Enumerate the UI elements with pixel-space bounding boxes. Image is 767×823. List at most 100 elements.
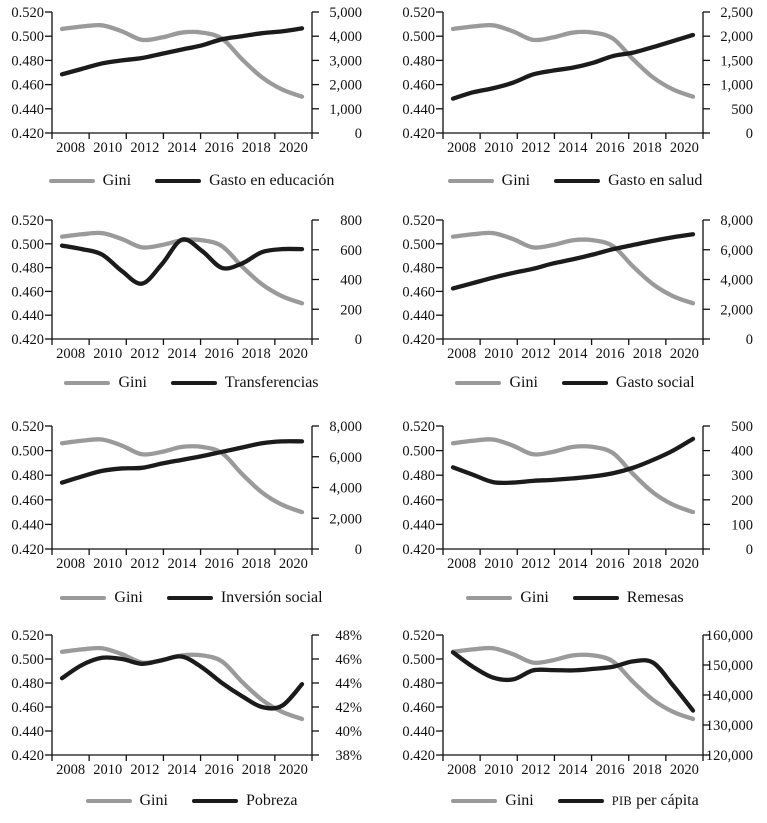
left-axis-tick-label: 0.460 xyxy=(11,700,44,716)
left-axis-tick-label: 0.500 xyxy=(11,29,44,45)
x-axis-tick-label: 2008 xyxy=(447,346,476,362)
x-axis-tick-label: 2008 xyxy=(56,346,85,362)
series-line xyxy=(450,32,696,101)
left-axis-tick-label: 0.440 xyxy=(402,724,435,740)
x-axis-tick-label: 2018 xyxy=(633,556,662,572)
right-axis-tick-label: 2,000 xyxy=(720,302,753,318)
x-axis-tick-label: 2016 xyxy=(205,556,234,572)
left-axis-tick-label: 0.440 xyxy=(11,308,44,324)
right-axis-tick-label: 1,000 xyxy=(329,102,362,118)
right-axis-tick-label: 0 xyxy=(746,542,753,558)
x-axis-tick-label: 2010 xyxy=(93,556,122,572)
left-axis-tick-label: 0.460 xyxy=(402,493,435,509)
series-line-swatch xyxy=(191,798,238,804)
chart-legend: Gini Inversión social xyxy=(0,587,383,609)
chart-legend: Gini Gasto social xyxy=(383,372,767,394)
legend-label-gini: Gini xyxy=(509,374,538,391)
x-axis-tick-label: 2018 xyxy=(242,556,271,572)
series-line xyxy=(450,232,696,291)
x-axis-tick-label: 2008 xyxy=(56,140,85,156)
series-line xyxy=(59,654,305,711)
chart-plot-pib-per-capita: 0.420 0.440 0.460 0.480 0.500 0.520 120,000 130… xyxy=(402,628,753,778)
legend-label-gini: Gini xyxy=(501,172,531,189)
left-axis-tick-label: 0.420 xyxy=(402,332,435,348)
x-axis-tick-label: 2014 xyxy=(168,140,198,156)
right-axis-tick-label: 130,000 xyxy=(706,718,753,734)
gini-line-swatch xyxy=(451,798,498,804)
left-axis-tick-label: 0.500 xyxy=(402,652,435,668)
gini-line xyxy=(450,22,696,99)
right-axis-tick-label: 1,500 xyxy=(720,53,753,69)
x-axis-tick-label: 2020 xyxy=(279,346,308,362)
gini-line xyxy=(59,230,305,306)
right-axis-tick-label: 0 xyxy=(355,332,362,348)
x-axis-tick-label: 2010 xyxy=(484,762,513,778)
x-axis-tick-label: 2012 xyxy=(130,140,159,156)
right-axis-tick-label: 400 xyxy=(340,273,362,289)
x-axis-tick-label: 2012 xyxy=(521,346,550,362)
right-axis-tick-label: 160,000 xyxy=(706,628,753,644)
chart-cell-pobreza: 0.420 0.440 0.460 0.480 0.500 0.520 38% 40% 42% 4… xyxy=(0,618,383,823)
left-axis-tick-label: 0.520 xyxy=(11,213,44,229)
right-axis-tick-label: 2,000 xyxy=(329,78,362,94)
gini-line-swatch xyxy=(64,380,111,386)
legend-label-gini: Gini xyxy=(505,792,534,809)
right-axis-tick-label: 1,000 xyxy=(720,78,753,94)
legend-label-series: PIB per cápita xyxy=(611,792,699,809)
series-line-swatch xyxy=(572,595,619,601)
x-axis-tick-label: 2010 xyxy=(484,346,513,362)
gini-line xyxy=(450,230,696,306)
x-axis-tick-label: 2016 xyxy=(205,140,234,156)
left-axis-tick-label: 0.420 xyxy=(11,126,44,142)
right-axis-tick-label: 200 xyxy=(731,493,753,509)
chart-legend: Gini Gasto en salud xyxy=(383,170,767,192)
left-axis-tick-label: 0.420 xyxy=(11,332,44,348)
x-axis-tick-label: 2020 xyxy=(670,346,699,362)
x-axis-tick-label: 2012 xyxy=(521,762,550,778)
gini-line-swatch xyxy=(60,595,107,601)
right-axis-tick-label: 500 xyxy=(731,102,753,118)
right-axis-tick-label: 100 xyxy=(731,517,753,533)
left-axis-tick-label: 0.520 xyxy=(11,419,44,435)
x-axis-tick-label: 2012 xyxy=(130,346,159,362)
right-axis-tick-label: 0 xyxy=(746,126,753,142)
x-axis-tick-label: 2014 xyxy=(559,346,589,362)
right-axis-tick-label: 2,000 xyxy=(329,511,362,527)
chart-cell-inversion-social: 0.420 0.440 0.460 0.480 0.500 0.520 0 2,000 4,00… xyxy=(0,408,383,618)
legend-label-series: Gasto en salud xyxy=(608,172,703,189)
gini-line-swatch xyxy=(455,380,502,386)
left-axis-tick-label: 0.460 xyxy=(11,493,44,509)
gini-line-swatch xyxy=(447,178,494,184)
chart-plot-pobreza: 0.420 0.440 0.460 0.480 0.500 0.520 38% 40% 42% 4… xyxy=(11,628,362,778)
chart-plot-gasto-social: 0.420 0.440 0.460 0.480 0.500 0.520 0 2,000 4,00… xyxy=(402,213,753,362)
x-axis-tick-label: 2016 xyxy=(596,762,625,778)
left-axis-tick-label: 0.460 xyxy=(402,284,435,300)
x-axis-tick-label: 2018 xyxy=(633,346,662,362)
legend-label-gini: Gini xyxy=(118,374,147,391)
gini-line xyxy=(59,437,305,515)
x-axis-tick-label: 2010 xyxy=(93,346,122,362)
legend-label-gini: Gini xyxy=(102,172,132,189)
left-axis-tick-label: 0.480 xyxy=(11,53,44,69)
right-axis-tick-label: 3,000 xyxy=(329,53,362,69)
x-axis-tick-label: 2020 xyxy=(279,762,308,778)
legend-label-series: Gasto en educación xyxy=(209,172,335,189)
left-axis-tick-label: 0.520 xyxy=(402,419,435,435)
x-axis-tick-label: 2012 xyxy=(521,556,550,572)
x-axis-tick-label: 2012 xyxy=(130,556,159,572)
legend-label-gini: Gini xyxy=(114,589,143,606)
legend-label-gini: Gini xyxy=(139,792,168,809)
left-axis-tick-label: 0.460 xyxy=(11,78,44,94)
x-axis-tick-label: 2014 xyxy=(168,346,198,362)
series-line xyxy=(450,650,696,713)
right-axis-tick-label: 800 xyxy=(340,213,362,229)
right-axis-tick-label: 42% xyxy=(335,700,362,716)
x-axis-tick-label: 2010 xyxy=(93,140,122,156)
series-line-swatch xyxy=(557,798,604,804)
x-axis-tick-label: 2008 xyxy=(56,556,85,572)
left-axis-tick-label: 0.440 xyxy=(11,102,44,118)
left-axis-tick-label: 0.500 xyxy=(402,444,435,460)
x-axis-tick-label: 2016 xyxy=(596,346,625,362)
gini-line xyxy=(450,437,696,515)
small-caps-word: PIB xyxy=(611,794,633,808)
